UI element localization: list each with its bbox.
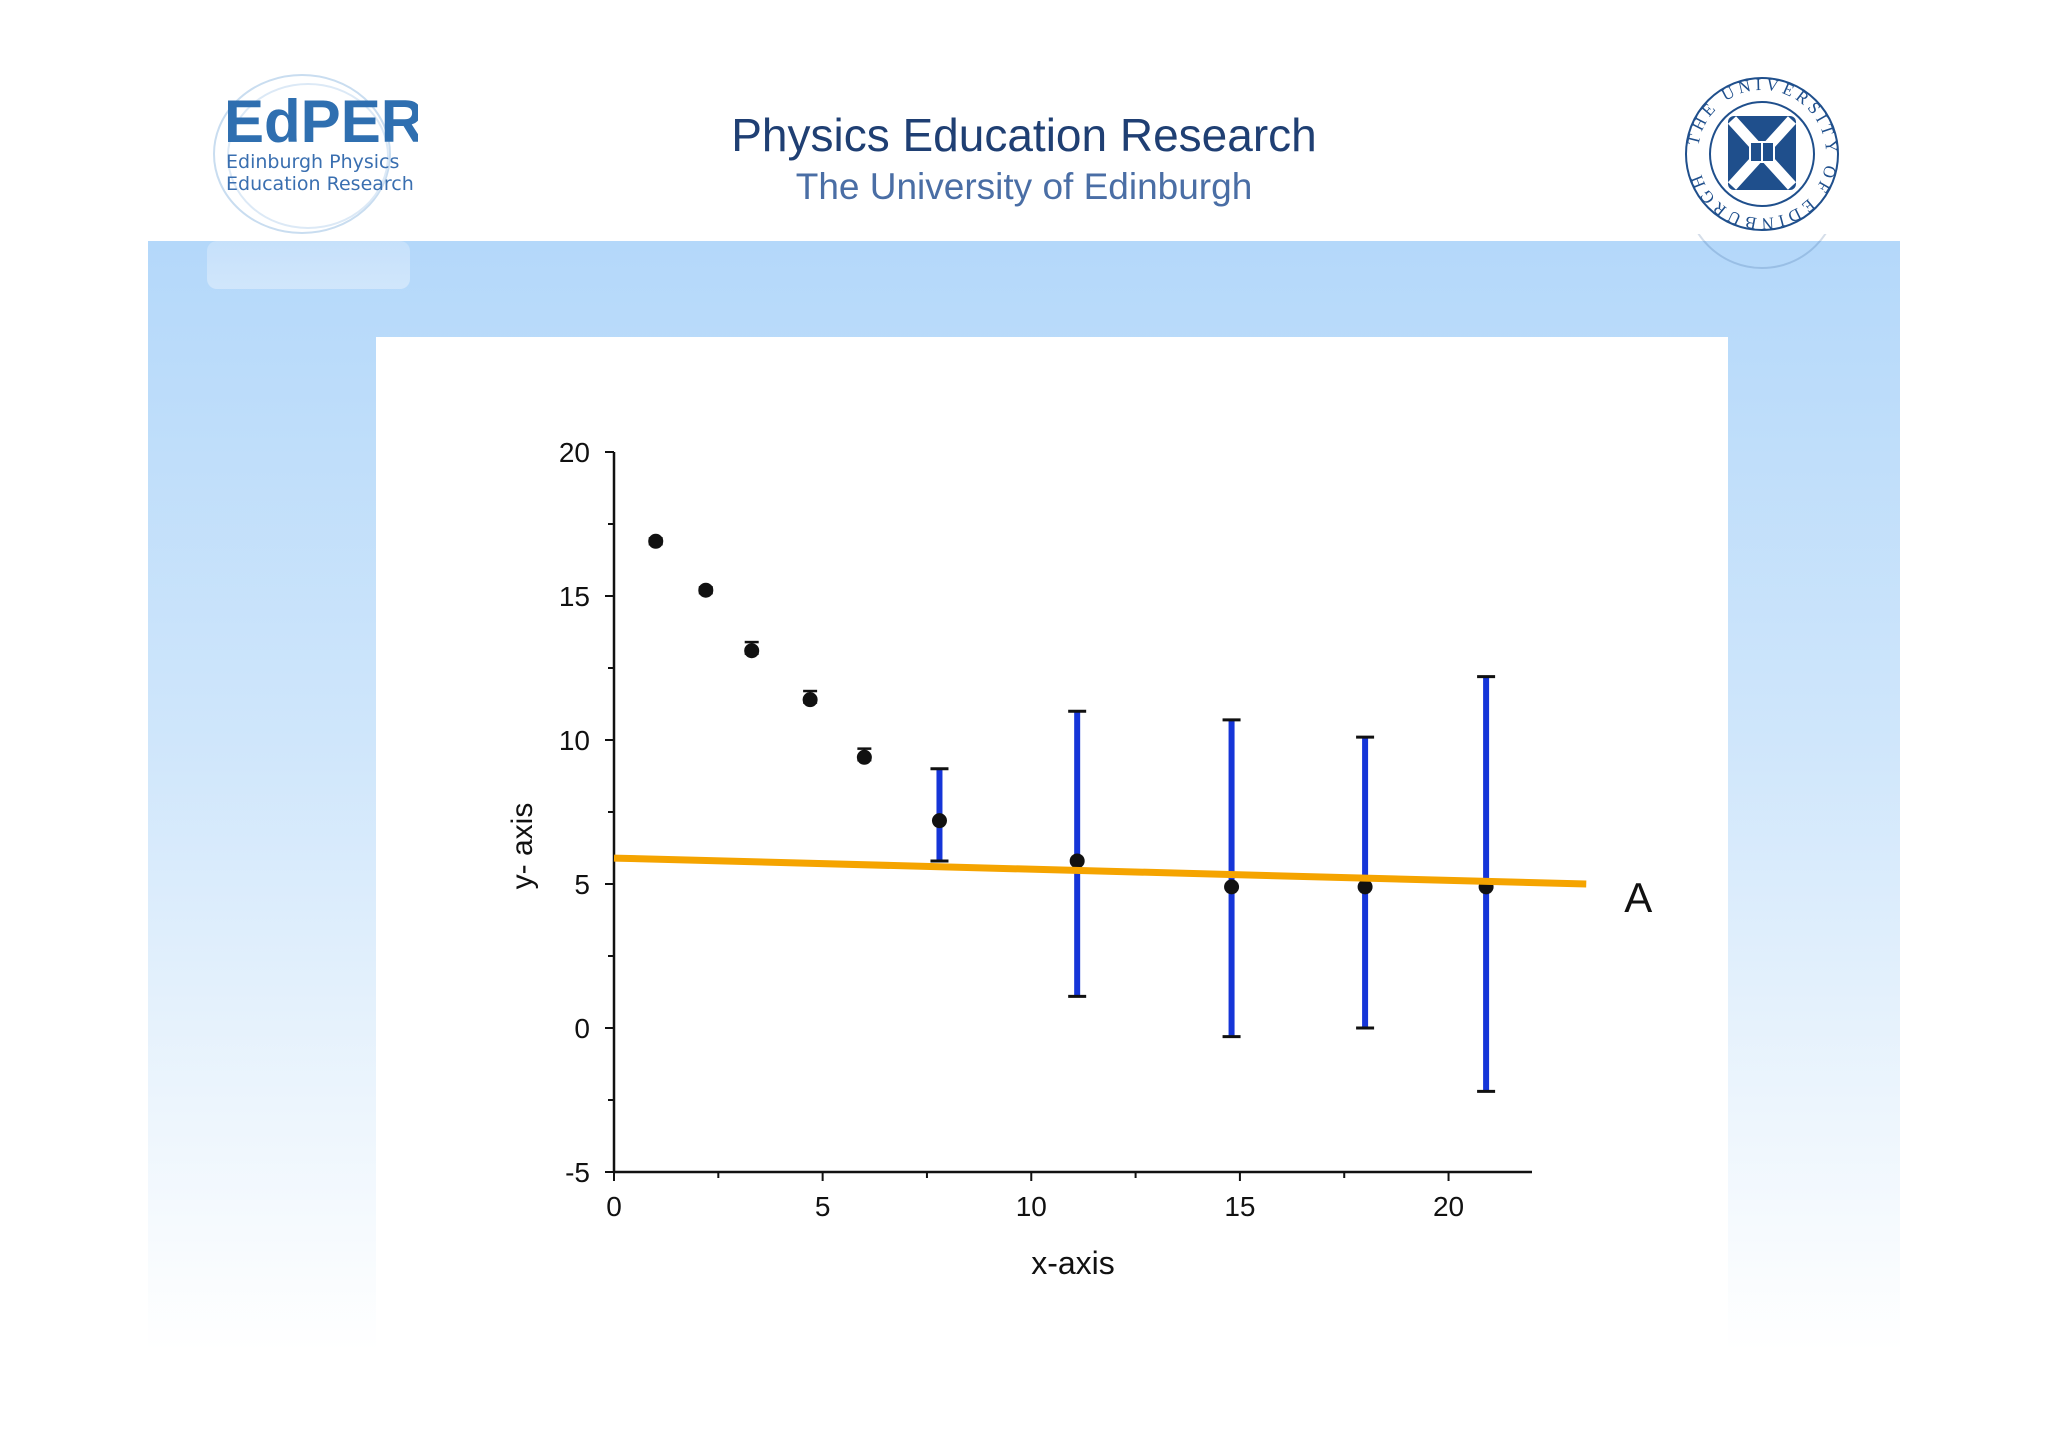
- y-tick-label: 20: [559, 437, 590, 468]
- page-subtitle: The University of Edinburgh: [795, 166, 1253, 207]
- scatter-chart: 0 5 10 15 20 20 15 10 5 0 -5 A x-axis y- axis: [506, 437, 1652, 1281]
- logo-ring: [213, 74, 391, 234]
- chart-panel: [376, 337, 1728, 1347]
- crest-reflection-shape: [1685, 234, 1839, 269]
- edper-logo: EdPER Edinburgh Physics Education Resear…: [213, 74, 418, 234]
- y-tick-label: 15: [559, 581, 590, 612]
- y-tick-label: -5: [565, 1157, 590, 1188]
- x-tick-label: 15: [1224, 1191, 1255, 1222]
- logo-line1: Edinburgh Physics: [226, 151, 399, 173]
- university-crest: THE UNIVERSITY OF EDINBURGH: [1684, 75, 1839, 233]
- logo-ring-inner: [227, 83, 389, 229]
- data-point: [856, 749, 872, 765]
- data-point: [1357, 879, 1373, 895]
- data-point: [744, 643, 760, 659]
- y-axis-label: y- axis: [506, 803, 539, 890]
- x-tick-label: 0: [606, 1191, 622, 1222]
- y-tick-label: 10: [559, 725, 590, 756]
- fit-line-a: [613, 854, 1587, 888]
- data-point: [648, 533, 664, 549]
- crest-reflection: [1680, 234, 1844, 274]
- band-highlight: [207, 241, 410, 289]
- x-tick-label: 5: [815, 1191, 831, 1222]
- y-tick-label: 5: [574, 869, 590, 900]
- y-tick-label: 0: [574, 1013, 590, 1044]
- logo-line2: Education Research: [226, 173, 414, 195]
- fit-line-label: A: [1624, 874, 1652, 921]
- crest-inner-ring: [1709, 101, 1815, 207]
- data-point: [1224, 879, 1240, 895]
- data-point: [698, 582, 714, 598]
- logo-name: EdPER: [224, 88, 418, 155]
- x-axis-label: x-axis: [1031, 1245, 1115, 1281]
- data-point: [931, 813, 947, 829]
- data-point: [802, 692, 818, 708]
- x-tick-label: 10: [1016, 1191, 1047, 1222]
- page-title: Physics Education Research: [731, 109, 1317, 161]
- x-tick-label: 20: [1433, 1191, 1464, 1222]
- crest-outer-ring: [1685, 77, 1839, 231]
- data-point: [1069, 853, 1085, 869]
